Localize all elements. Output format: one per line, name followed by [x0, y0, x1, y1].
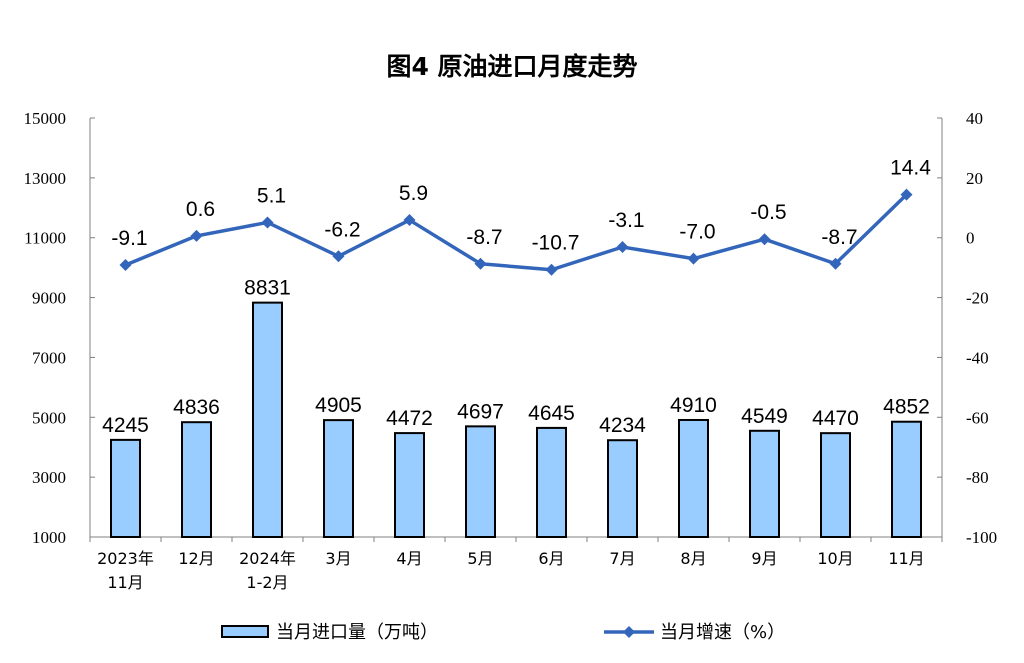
bar-series	[110, 301, 922, 539]
growth-line	[124, 193, 908, 272]
right-tick-label: -100	[966, 528, 997, 547]
bar-value-label: 4852	[883, 396, 930, 419]
right-tick-label: 40	[966, 109, 983, 128]
bar	[678, 418, 709, 538]
line-point-marker	[332, 250, 345, 263]
bar	[465, 425, 496, 538]
left-tick-label: 15000	[24, 109, 67, 128]
data-labels: 4245 4836 8831 4905 4472 4697 4645 4234 4910 4549…	[102, 157, 931, 438]
bar	[110, 438, 141, 538]
left-tick-label: 1000	[32, 528, 66, 547]
line-point-marker	[616, 240, 629, 253]
line-point-marker	[403, 214, 416, 227]
legend-line-marker	[623, 626, 635, 638]
x-tick-label-line2: 11月	[107, 573, 143, 592]
bar-value-label: 4905	[315, 394, 362, 417]
x-tick-label: 4月	[396, 549, 422, 568]
bar	[252, 301, 283, 538]
x-tick-label: 6月	[538, 549, 564, 568]
x-tick-label: 2023年	[97, 549, 154, 568]
line-value-label: -9.1	[111, 227, 147, 250]
line-point-marker	[687, 252, 700, 265]
legend: 当月进口量（万吨） 当月增速（%）	[221, 622, 785, 643]
bar-value-label: 4836	[173, 396, 220, 419]
bar-value-label: 8831	[244, 277, 291, 300]
x-tick-label: 10月	[817, 549, 853, 568]
line-value-label: -8.7	[821, 226, 857, 249]
line-point-marker	[474, 257, 487, 270]
x-tick-label: 2024年	[239, 549, 296, 568]
right-tick-label: 20	[966, 169, 983, 188]
line-value-label: -6.2	[324, 218, 360, 241]
line-value-label: -3.1	[608, 209, 644, 232]
x-tick-label: 9月	[751, 549, 777, 568]
left-tick-label: 13000	[24, 169, 67, 188]
legend-bar-swatch	[221, 625, 269, 638]
bar	[749, 429, 780, 539]
left-tick-label: 3000	[32, 468, 66, 487]
right-tick-label: -60	[966, 408, 989, 427]
bar	[891, 420, 922, 539]
line-point-marker	[190, 229, 203, 242]
line-point-marker	[829, 257, 842, 270]
line-point-marker	[545, 263, 558, 276]
legend-line-label: 当月增速（%）	[660, 622, 785, 643]
right-tick-label: -40	[966, 348, 989, 367]
bar	[820, 432, 851, 538]
line-value-label: 5.1	[257, 184, 286, 207]
line-point-marker	[900, 188, 913, 201]
bar-value-label: 4470	[812, 407, 859, 430]
bar-value-label: 4234	[599, 414, 646, 437]
left-tick-label: 9000	[32, 289, 66, 308]
line-value-label: 0.6	[186, 198, 215, 221]
line-value-label: -10.7	[532, 232, 580, 255]
bar-value-label: 4245	[102, 414, 149, 437]
x-tick-label: 5月	[467, 549, 493, 568]
x-tick-label-line2: 1-2月	[246, 573, 288, 592]
right-tick-label: 0	[966, 229, 975, 248]
left-tick-label: 11000	[24, 229, 66, 248]
bar	[607, 439, 638, 538]
line-series	[119, 188, 913, 276]
line-value-label: 5.9	[399, 182, 428, 205]
left-tick-label: 7000	[32, 348, 66, 367]
line-value-label: -0.5	[750, 201, 786, 224]
bar-value-label: 4910	[670, 394, 717, 417]
x-tick-label: 11月	[888, 549, 924, 568]
line-value-label: 14.4	[890, 157, 931, 180]
bar-value-label: 4697	[457, 400, 504, 423]
x-tick-label: 12月	[178, 549, 214, 568]
legend-bar-label: 当月进口量（万吨）	[276, 622, 438, 643]
line-point-marker	[261, 216, 274, 229]
bar-value-label: 4645	[528, 402, 575, 425]
bar	[394, 432, 425, 539]
line-value-label: -8.7	[466, 226, 502, 249]
x-tick-label: 7月	[609, 549, 635, 568]
x-tick-label: 3月	[325, 549, 351, 568]
bar	[536, 426, 567, 539]
right-tick-label: -80	[966, 468, 989, 487]
line-point-marker	[119, 258, 132, 271]
left-tick-label: 5000	[32, 408, 66, 427]
chart-title: 图4 原油进口月度走势	[386, 52, 637, 81]
x-tick-label: 8月	[680, 549, 706, 568]
bar-value-label: 4472	[386, 407, 433, 430]
bar-value-label: 4549	[741, 405, 788, 428]
bar	[323, 419, 354, 539]
line-value-label: -7.0	[679, 221, 715, 244]
right-tick-label: -20	[966, 289, 989, 308]
bar	[181, 421, 212, 538]
axes: 1000 3000 5000 7000 9000 11000 13000 15000 -100 -…	[24, 109, 998, 592]
line-point-marker	[758, 233, 771, 246]
